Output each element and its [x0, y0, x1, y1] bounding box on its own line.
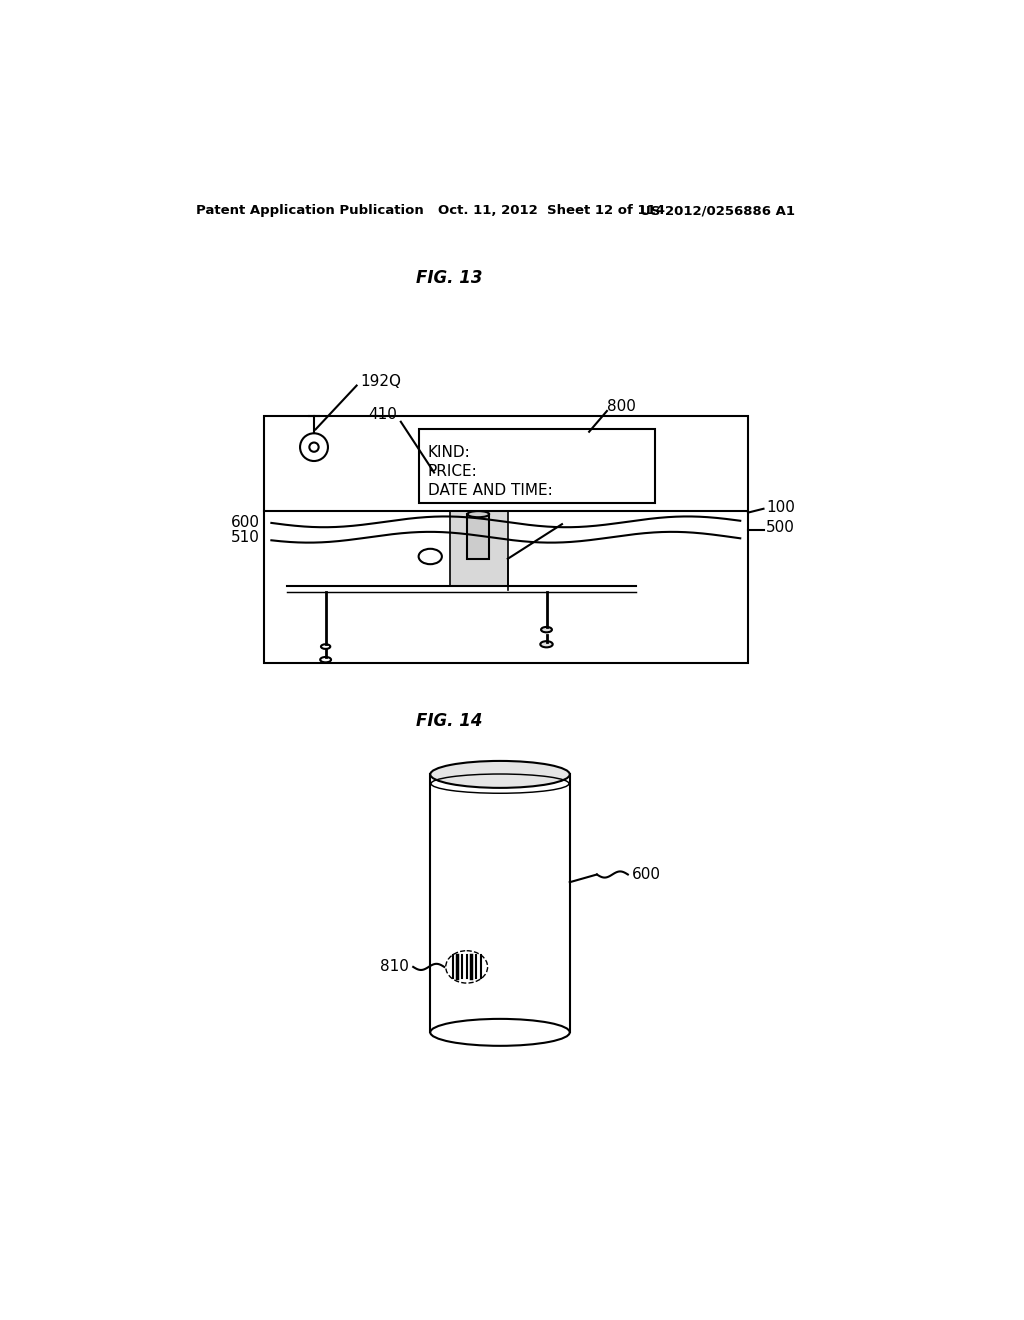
Text: 100: 100 [766, 500, 795, 515]
Text: FIG. 14: FIG. 14 [417, 711, 483, 730]
Text: 192Q: 192Q [360, 374, 401, 389]
Ellipse shape [541, 627, 552, 632]
Ellipse shape [467, 511, 489, 517]
Text: 410: 410 [369, 408, 397, 422]
Text: FIG. 13: FIG. 13 [417, 269, 483, 286]
Text: 810: 810 [381, 960, 410, 974]
Bar [450, 511, 508, 586]
Bar [419, 429, 655, 503]
Text: Oct. 11, 2012  Sheet 12 of 114: Oct. 11, 2012 Sheet 12 of 114 [438, 205, 665, 218]
Ellipse shape [430, 1019, 569, 1045]
Text: US 2012/0256886 A1: US 2012/0256886 A1 [640, 205, 795, 218]
Bar [263, 416, 748, 663]
Bar [467, 515, 489, 558]
Text: 800: 800 [607, 399, 636, 414]
Text: DATE AND TIME:: DATE AND TIME: [428, 483, 553, 499]
Text: 600: 600 [230, 515, 260, 531]
Ellipse shape [430, 760, 569, 788]
Text: PRICE:: PRICE: [428, 465, 477, 479]
Text: KIND:: KIND: [428, 445, 471, 459]
Text: Patent Application Publication: Patent Application Publication [197, 205, 424, 218]
Text: 510: 510 [230, 529, 260, 545]
Text: 500: 500 [766, 520, 795, 536]
Text: 600: 600 [632, 867, 660, 882]
Ellipse shape [541, 642, 553, 647]
